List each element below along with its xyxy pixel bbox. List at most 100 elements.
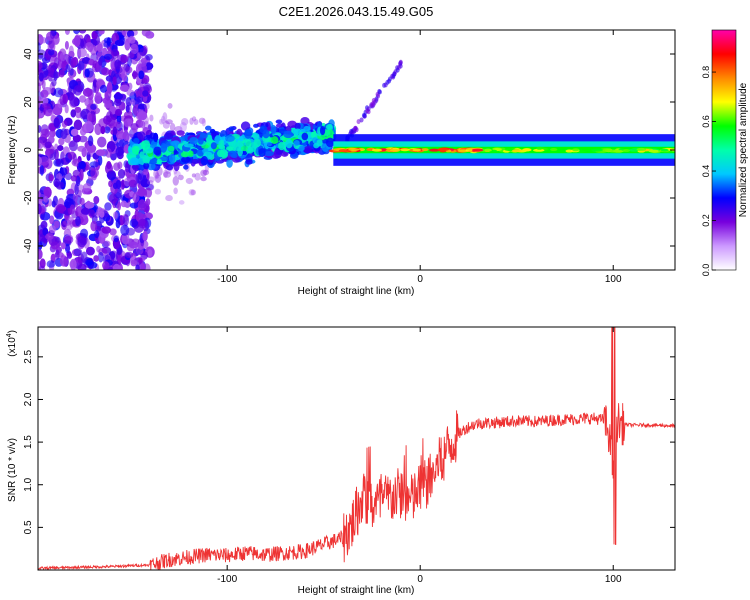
spectrogram-cell (138, 63, 147, 73)
spectrogram-cell (73, 248, 83, 256)
spectrogram-cell (359, 117, 364, 123)
x-tick-label: 100 (605, 274, 622, 285)
spectrogram-cell (100, 125, 106, 135)
spectrogram-cell (412, 148, 422, 152)
spectrogram-cell (112, 126, 118, 136)
spectrogram-cell (115, 219, 121, 229)
spectrogram-cell (128, 241, 139, 249)
spectrogram-cell (371, 148, 383, 152)
spectrogram-cell (90, 167, 99, 178)
spectrogram-cell (89, 161, 100, 168)
spectrogram-cell (602, 148, 614, 152)
spectrogram-cell (138, 257, 143, 265)
spectrogram-cell (138, 70, 145, 80)
spectrogram-cell (120, 200, 128, 208)
spectrogram-x-ticks: -100 0 100 (217, 30, 622, 285)
spectrogram-cell (183, 143, 194, 148)
spectrogram-cell (385, 79, 390, 85)
spectrogram-cell (471, 148, 484, 152)
spectrogram-cell (536, 146, 543, 150)
spectrogram-cells (38, 30, 675, 270)
spectrogram-cell (130, 43, 139, 55)
spectrogram-cell (86, 144, 97, 153)
spectrogram-cell (99, 84, 108, 93)
spectrogram-cell (582, 148, 594, 152)
spectrogram-cell (84, 161, 90, 171)
spectrogram-cell (154, 174, 162, 183)
snr-y-label: SNR (10 * v/v) (7, 438, 18, 502)
spectrogram-cell (225, 135, 235, 142)
spectrogram-cell (38, 72, 44, 82)
spectrogram-cell (101, 226, 112, 234)
spectrogram-cell (189, 117, 194, 125)
spectrogram-cell (201, 118, 206, 127)
spectrogram-cell (390, 148, 401, 152)
spectrogram-cell (87, 135, 94, 147)
spectrogram-cell (137, 131, 146, 140)
spectrogram-cell (77, 60, 85, 71)
spectrogram-cell (319, 125, 326, 136)
y-tick-label: 2.0 (23, 392, 34, 406)
spectrogram-cell (301, 132, 309, 141)
spectrogram-cell (193, 118, 199, 125)
spectrogram-cell (132, 126, 138, 133)
spectrogram-cell (181, 117, 189, 126)
spectrogram-cell (258, 148, 266, 157)
spectrogram-cell (43, 195, 49, 203)
spectrogram-cell (133, 137, 140, 144)
colorbar-tick-label: 0.2 (701, 214, 711, 227)
spectrogram-cell (55, 204, 66, 214)
spectrogram-cell (77, 263, 87, 270)
spectrogram-cell (85, 42, 94, 51)
y-tick-label: 0.5 (23, 520, 34, 534)
spectrogram-cell (303, 146, 313, 154)
spectrogram-cell (313, 142, 320, 149)
y-tick-label: 20 (23, 96, 34, 108)
spectrogram-cell (52, 195, 58, 206)
spectrogram-cell (75, 109, 82, 119)
spectrogram-cell (141, 169, 149, 176)
spectrogram-cell (93, 255, 100, 262)
spectrogram-cell (40, 220, 48, 230)
spectrogram-cell (103, 40, 111, 48)
spectrogram-cell (532, 148, 545, 152)
spectrogram-cell (84, 201, 95, 209)
spectrogram-cell (142, 90, 149, 97)
spectrogram-cell (64, 172, 72, 181)
spectrogram-cell (129, 218, 139, 228)
spectrogram-cell (300, 116, 310, 126)
spectrogram-cell (117, 247, 123, 254)
spectrogram-cell (131, 164, 140, 170)
spectrogram-cell (87, 261, 98, 269)
snr-plot: -100 0 100 0.5 1.0 1.5 2.0 2.5 Height of strai… (6, 326, 676, 596)
spectrogram-cell (143, 82, 152, 92)
spectrogram-cell (191, 116, 197, 122)
spectrogram-cell (565, 149, 574, 153)
y-tick-label: 0 (23, 147, 34, 153)
spectrogram-cell (123, 118, 133, 128)
figure-title: C2E1.2026.043.15.49.G05 (279, 4, 434, 19)
spectrogram-cell (94, 92, 102, 105)
spectrogram-cell (39, 156, 50, 166)
spectrogram-cell (90, 220, 98, 232)
spectrogram-cell (58, 137, 65, 146)
spectrogram-cell (153, 132, 159, 143)
spectrogram-cell (170, 141, 176, 146)
spectrogram-cell (106, 171, 116, 179)
spectrogram-cell (270, 136, 279, 145)
spectrogram-cell (325, 124, 333, 130)
spectrogram-cell (53, 220, 60, 229)
spectrogram-cell (143, 120, 149, 130)
spectrogram-cell (137, 199, 147, 211)
spectrogram-cell (159, 118, 164, 125)
spectrogram-cell (59, 51, 66, 62)
spectrogram-cell (99, 211, 105, 218)
spectrogram-cell (146, 180, 154, 185)
spectrogram-cell (64, 104, 69, 114)
spectrogram-cell (93, 195, 100, 205)
spectrogram-cell (68, 45, 74, 57)
spectrogram-cell (323, 129, 331, 136)
spectrogram-cell (348, 148, 360, 152)
spectrogram-cell (356, 119, 361, 125)
spectrogram-cell (69, 260, 76, 268)
